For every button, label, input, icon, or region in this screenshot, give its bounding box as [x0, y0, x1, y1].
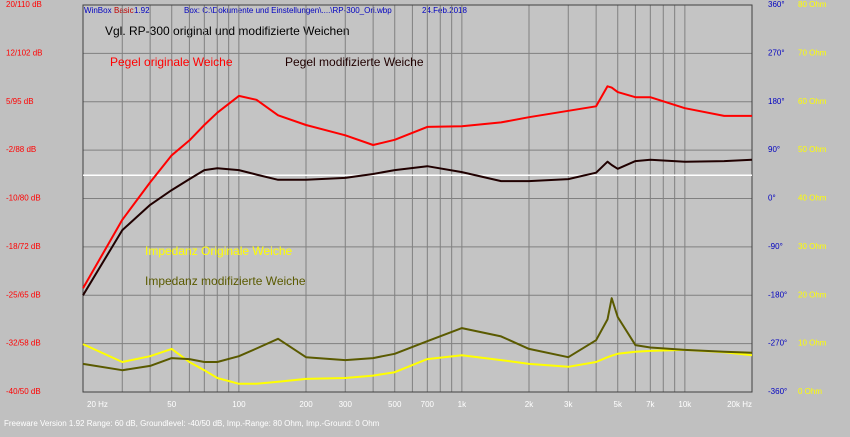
x-tick-label: 100	[232, 400, 246, 409]
y-tick-label: -40/50 dB	[6, 387, 41, 396]
x-tick-label: 50	[167, 400, 176, 409]
y-tick-label: 20/110 dB	[6, 0, 42, 9]
x-tick-label: 500	[388, 400, 402, 409]
y2-tick-label: 60 Ohm	[798, 97, 827, 106]
phase-tick-label: 0°	[768, 194, 776, 203]
x-tick-label: 700	[421, 400, 435, 409]
y2-tick-label: 0 Ohm	[798, 387, 822, 396]
phase-tick-label: 360°	[768, 0, 785, 9]
legend-label: Pegel modifizierte Weiche	[285, 55, 424, 69]
y-tick-label: -18/72 dB	[6, 242, 41, 251]
phase-tick-label: -270°	[768, 339, 787, 348]
phase-tick-label: 270°	[768, 48, 785, 57]
legend-label: Impedanz modifizierte Weiche	[145, 274, 306, 288]
y2-tick-label: 40 Ohm	[798, 194, 827, 203]
frame	[82, 4, 753, 393]
legend-label: Impedanz Originale Weiche	[145, 244, 293, 258]
footer: Freeware Version 1.92 Range: 60 dB, Grou…	[4, 419, 380, 428]
y2-tick-label: 10 Ohm	[798, 339, 827, 348]
x-tick-label: 1k	[458, 400, 467, 409]
x-tick-label: 5k	[614, 400, 623, 409]
x-tick-label: 300	[339, 400, 353, 409]
series-line	[82, 158, 753, 296]
series-line	[82, 343, 753, 385]
y2-tick-label: 50 Ohm	[798, 145, 827, 154]
x-tick-label: 20 Hz	[87, 400, 108, 409]
phase-tick-label: -360°	[768, 387, 787, 396]
box-path: Box: C:\Dokumente und Einstellungen\....…	[184, 6, 392, 15]
series-line	[82, 85, 752, 289]
app-edition: Basic	[114, 6, 134, 15]
y2-tick-label: 20 Ohm	[798, 290, 827, 299]
app-version: 1.92	[134, 6, 150, 15]
legend-label: Pegel originale Weiche	[110, 55, 233, 69]
y-tick-label: -25/65 dB	[6, 290, 41, 299]
x-tick-label: 7k	[646, 400, 655, 409]
x-tick-label: 10k	[678, 400, 692, 409]
y2-tick-label: 80 Ohm	[798, 0, 827, 9]
y-tick-label: -10/80 dB	[6, 194, 41, 203]
phase-tick-label: -90°	[768, 242, 783, 251]
phase-tick-label: 90°	[768, 145, 780, 154]
y-tick-label: 5/95 dB	[6, 97, 34, 106]
y-tick-label: -2/88 dB	[6, 145, 36, 154]
chart-title: Vgl. RP-300 original und modifizierte We…	[105, 24, 350, 38]
y2-tick-label: 30 Ohm	[798, 242, 827, 251]
x-tick-label: 2k	[525, 400, 534, 409]
series-line	[82, 297, 753, 372]
phase-tick-label: 180°	[768, 97, 785, 106]
x-tick-label: 3k	[564, 400, 573, 409]
y2-tick-label: 70 Ohm	[798, 48, 827, 57]
x-tick-label: 200	[299, 400, 313, 409]
y-tick-label: 12/102 dB	[6, 48, 42, 57]
date: 24.Feb.2018	[422, 6, 467, 15]
y-tick-label: -32/58 dB	[6, 339, 41, 348]
app-name: WinBox	[84, 6, 112, 15]
x-tick-label: 20k Hz	[727, 400, 752, 409]
phase-tick-label: -180°	[768, 290, 787, 299]
